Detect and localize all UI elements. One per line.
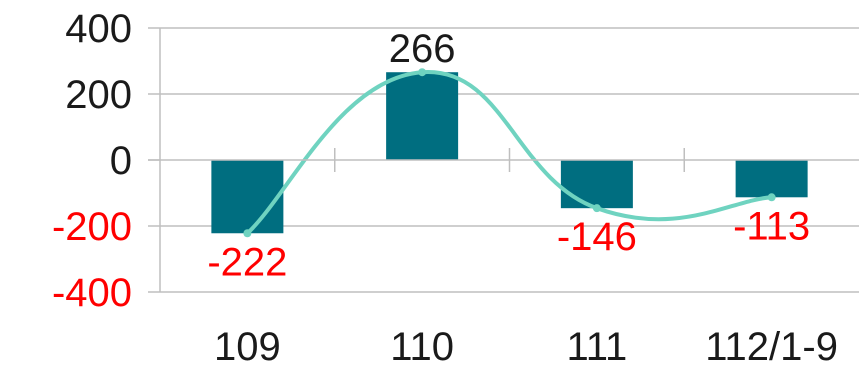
axis-layer bbox=[148, 27, 859, 293]
y-tick-label: -200 bbox=[52, 205, 132, 249]
x-category-label: 111 bbox=[566, 325, 627, 369]
bar-data-label: -113 bbox=[733, 204, 810, 248]
bar bbox=[735, 160, 808, 198]
bar bbox=[386, 72, 459, 160]
bar bbox=[560, 160, 633, 209]
y-tick-label: 0 bbox=[110, 139, 132, 183]
bar-layer bbox=[211, 72, 808, 234]
trend-point bbox=[592, 204, 601, 213]
trend-layer bbox=[243, 68, 776, 238]
y-tick-label: 200 bbox=[65, 73, 132, 117]
bar-data-label: -222 bbox=[207, 240, 287, 284]
x-category-label: 109 bbox=[214, 325, 281, 369]
trend-point bbox=[418, 68, 427, 77]
trend-point bbox=[767, 193, 776, 202]
y-tick-label: 400 bbox=[65, 7, 132, 51]
x-category-label: 112/1-9 bbox=[705, 325, 838, 369]
y-tick-label: -400 bbox=[52, 271, 132, 315]
trend-line bbox=[245, 70, 774, 236]
bar-data-label: -146 bbox=[557, 215, 637, 259]
bar-data-label: 266 bbox=[389, 27, 456, 71]
trend-point bbox=[243, 229, 252, 238]
x-category-label: 110 bbox=[390, 325, 454, 369]
bar bbox=[211, 160, 284, 234]
